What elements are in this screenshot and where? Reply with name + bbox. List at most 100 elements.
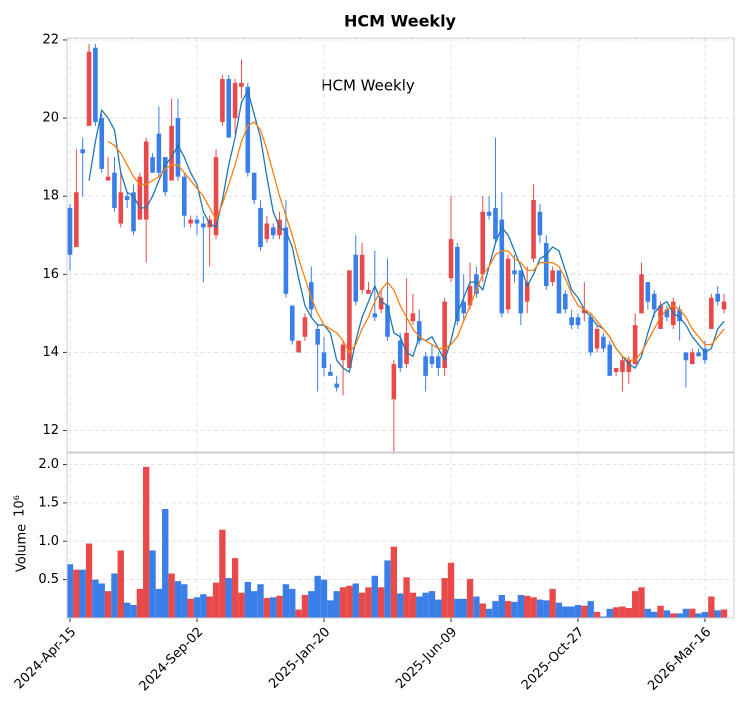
candle-body (423, 356, 428, 376)
candle-body (416, 321, 422, 341)
volume-panel-frame (66, 452, 735, 619)
volume-bar (625, 608, 632, 618)
candle-body (347, 270, 352, 369)
candle-body (556, 270, 562, 314)
volume-bar (136, 588, 144, 618)
volume-bar (162, 509, 169, 618)
volume-bar (682, 608, 690, 618)
volume-bar (79, 569, 86, 618)
candle-body (397, 340, 403, 369)
volume-bar (225, 578, 232, 618)
volume-bar (657, 605, 664, 618)
volume-bar (333, 591, 340, 618)
candle-body (315, 328, 320, 345)
volume-axis-label: Volume (15, 524, 30, 572)
volume-bar (244, 581, 251, 618)
volume-bar (638, 587, 645, 618)
volume-bar (644, 608, 652, 618)
candle-body (182, 176, 187, 216)
candle-body (188, 219, 193, 224)
volume-bar (66, 564, 74, 618)
candle-body (531, 200, 536, 259)
volume-bar (549, 588, 556, 618)
candle-body (588, 317, 593, 353)
y-tick-label: 16 (42, 267, 59, 282)
volume-bar (574, 604, 582, 618)
volume-bar (295, 609, 302, 618)
volume-bar (524, 595, 531, 618)
candle-body (296, 340, 301, 353)
candle-body (194, 219, 200, 224)
candle-body (601, 336, 606, 349)
candle-body (404, 332, 409, 365)
volume-bar (174, 581, 182, 618)
candle-body (112, 172, 117, 208)
candle-body (359, 254, 365, 290)
candle-body (709, 297, 714, 329)
candle-body (137, 176, 143, 220)
volume-bar (543, 600, 550, 618)
candle-body (131, 192, 136, 232)
volume-bar (714, 610, 721, 618)
candle-body (702, 348, 708, 361)
candle-body (442, 301, 447, 369)
volume-bar (276, 595, 283, 618)
volume-bar (689, 608, 696, 618)
volume-bar (123, 602, 131, 618)
y-tick-label: 2.0 (38, 457, 59, 472)
x-tick-label: 2025-Oct-27 (519, 625, 587, 693)
y-tick-label: 18 (42, 189, 59, 204)
volume-bar (98, 583, 105, 618)
volume-bar (612, 607, 620, 618)
volume-bar (301, 594, 309, 618)
volume-bar (504, 601, 512, 618)
candle-body (245, 86, 251, 173)
volume-bar (371, 575, 378, 618)
volume-bar (73, 569, 80, 618)
candle-body (385, 305, 390, 337)
y-tick-label: 14 (42, 345, 59, 360)
y-tick-label: 1.0 (38, 534, 59, 549)
candle-body (486, 211, 492, 216)
volume-bar (365, 587, 372, 618)
candle-body (334, 383, 339, 388)
volume-bar (231, 558, 239, 618)
candle-body (86, 51, 92, 126)
candle-body (239, 82, 244, 87)
candle-body (480, 211, 486, 275)
volume-bar (606, 608, 613, 618)
candle-body (550, 270, 555, 283)
volume-bar (104, 591, 112, 618)
volume-bar (619, 606, 626, 618)
candle-body (645, 282, 651, 302)
candle-body (283, 227, 289, 294)
volume-bar (238, 592, 245, 618)
volume-bar (498, 594, 505, 618)
candle-body (67, 207, 73, 255)
candle-body (664, 309, 670, 318)
candle-body (289, 305, 295, 341)
candle-body (258, 207, 263, 247)
candle-body (201, 223, 206, 228)
candle-body (651, 293, 657, 310)
volume-bar (346, 585, 353, 618)
y-tick-label: 12 (42, 423, 59, 438)
volume-bar (257, 584, 264, 618)
candle-body (626, 360, 632, 372)
candle-body (321, 352, 327, 369)
volume-bar (530, 597, 537, 618)
volume-bar (308, 591, 315, 618)
chart-title: HCM Weekly (344, 12, 457, 31)
volume-bar (263, 598, 271, 618)
volume-bar (587, 601, 594, 618)
volume-bar (562, 606, 569, 618)
candle-body (569, 317, 574, 326)
candle-body (226, 79, 232, 138)
volume-bar (435, 599, 442, 618)
candle-body (213, 157, 219, 236)
volume-bar (339, 587, 347, 618)
candle-body (455, 246, 460, 322)
candle-body (543, 243, 549, 287)
candle-body (721, 301, 727, 310)
candle-body (429, 356, 435, 365)
